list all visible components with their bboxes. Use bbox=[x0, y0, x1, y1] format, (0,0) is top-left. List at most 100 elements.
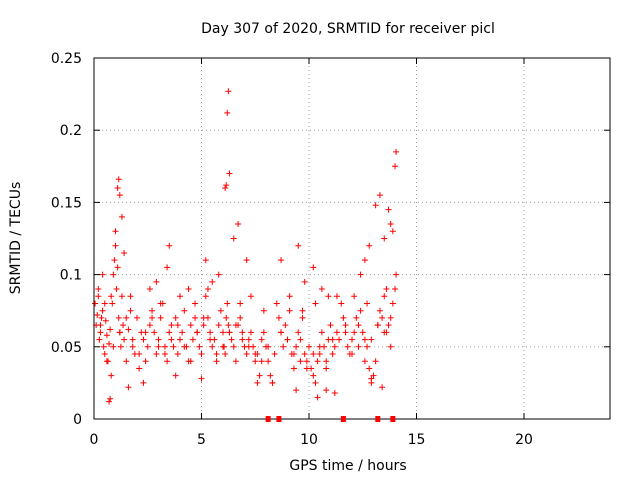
data-point bbox=[170, 343, 177, 350]
data-point bbox=[381, 235, 388, 242]
data-point bbox=[387, 343, 394, 350]
data-point bbox=[123, 314, 130, 321]
data-point bbox=[323, 365, 330, 372]
data-point bbox=[318, 329, 325, 336]
data-point bbox=[164, 264, 171, 271]
data-point bbox=[220, 343, 226, 350]
data-point bbox=[366, 242, 373, 249]
data-point bbox=[97, 322, 104, 329]
data-point bbox=[146, 322, 153, 329]
data-point bbox=[376, 307, 383, 314]
data-point bbox=[310, 372, 317, 379]
data-point bbox=[275, 314, 282, 321]
data-point bbox=[260, 307, 267, 314]
data-point bbox=[114, 264, 121, 271]
data-point bbox=[372, 358, 379, 365]
x-tick-label: 0 bbox=[90, 432, 99, 448]
data-point bbox=[306, 343, 312, 350]
data-point bbox=[333, 329, 340, 336]
data-point bbox=[252, 358, 259, 365]
data-point bbox=[166, 242, 173, 249]
data-point bbox=[127, 293, 134, 300]
data-point bbox=[220, 329, 226, 336]
data-point bbox=[237, 314, 244, 321]
data-point bbox=[110, 343, 117, 350]
data-point bbox=[301, 278, 308, 285]
data-point bbox=[286, 293, 293, 300]
data-point bbox=[351, 293, 358, 300]
data-point bbox=[273, 300, 280, 307]
data-point bbox=[349, 351, 355, 358]
y-tick-label: 0 bbox=[73, 412, 82, 428]
data-point bbox=[383, 286, 390, 293]
data-point bbox=[121, 249, 128, 256]
data-point bbox=[198, 351, 205, 358]
data-point bbox=[97, 329, 104, 336]
data-point bbox=[299, 307, 306, 314]
data-point bbox=[230, 235, 237, 242]
data-point bbox=[252, 351, 259, 358]
data-point bbox=[209, 343, 216, 350]
data-point bbox=[389, 228, 396, 235]
data-point bbox=[323, 387, 330, 394]
data-point bbox=[379, 314, 386, 321]
chart-title: Day 307 of 2020, SRMTID for receiver pic… bbox=[201, 21, 495, 37]
x-tick-label: 15 bbox=[408, 432, 426, 448]
data-point bbox=[101, 300, 108, 307]
data-point bbox=[213, 358, 220, 365]
data-point bbox=[392, 163, 398, 170]
data-point bbox=[224, 109, 231, 116]
data-point bbox=[116, 192, 123, 199]
data-point bbox=[164, 358, 171, 365]
data-point bbox=[223, 182, 230, 189]
data-point bbox=[127, 307, 134, 314]
data-point bbox=[385, 206, 392, 213]
data-point bbox=[174, 322, 181, 329]
data-point bbox=[381, 293, 388, 300]
data-point bbox=[98, 314, 105, 321]
data-point bbox=[316, 351, 323, 358]
data-point bbox=[331, 390, 338, 397]
data-point bbox=[123, 358, 130, 365]
data-point bbox=[368, 336, 375, 343]
data-point bbox=[314, 358, 321, 365]
bottom-marker bbox=[375, 416, 381, 422]
data-point bbox=[166, 329, 173, 336]
data-point bbox=[118, 293, 125, 300]
data-point bbox=[92, 300, 99, 307]
data-point bbox=[267, 372, 274, 379]
data-point bbox=[284, 336, 291, 343]
data-point bbox=[161, 343, 168, 350]
data-point bbox=[200, 314, 207, 321]
data-point bbox=[278, 257, 285, 264]
data-point bbox=[144, 343, 151, 350]
data-point bbox=[153, 351, 160, 358]
data-point bbox=[333, 293, 340, 300]
data-point bbox=[108, 372, 115, 379]
data-point bbox=[364, 343, 371, 350]
data-point bbox=[361, 257, 368, 264]
data-point bbox=[228, 336, 235, 343]
data-point bbox=[389, 300, 396, 307]
data-point bbox=[116, 329, 123, 336]
data-point bbox=[357, 271, 364, 278]
data-point bbox=[118, 213, 125, 220]
axis-tick-labels: 0 5 10 15 20 0 0.05 0.1 0.15 0.2 0.25 bbox=[51, 51, 533, 448]
data-point bbox=[217, 307, 224, 314]
data-point bbox=[204, 286, 211, 293]
data-point bbox=[258, 358, 265, 365]
x-tick-label: 20 bbox=[515, 432, 533, 448]
data-point bbox=[361, 336, 368, 343]
data-point bbox=[387, 221, 394, 228]
data-point bbox=[202, 293, 209, 300]
data-point bbox=[161, 351, 168, 358]
data-point bbox=[355, 343, 362, 350]
data-point bbox=[232, 358, 239, 365]
bottom-marks bbox=[265, 416, 396, 422]
data-point bbox=[207, 336, 214, 343]
data-point bbox=[157, 300, 164, 307]
data-point bbox=[129, 336, 136, 343]
data-point bbox=[312, 300, 319, 307]
data-point bbox=[355, 322, 362, 329]
